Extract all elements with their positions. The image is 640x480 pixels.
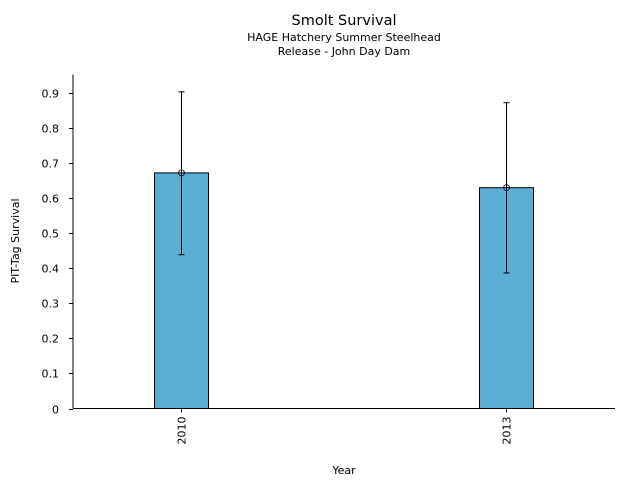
y-tick-label: 0.6 [42,193,60,206]
y-tick-label: 0.4 [42,263,60,276]
chart-title: Smolt Survival [291,13,397,29]
y-tick-label: 0 [52,404,59,417]
y-tick-label: 0.3 [42,298,60,311]
y-ticks: 0 0.1 0.2 0.3 0.4 0.5 0.6 0.7 0.8 0.9 [42,88,73,417]
y-axis-label: PIT-Tag Survival [9,198,22,283]
y-tick-label: 0.1 [42,368,60,381]
y-tick-label: 0.7 [42,158,60,171]
axes-layer [72,74,615,409]
x-axis-label: Year [331,464,356,477]
y-tick-label: 0.8 [42,123,60,136]
point-marker-2013 [503,184,510,192]
x-tick-label: 2010 [176,417,189,445]
y-tick-label: 0.2 [42,333,60,346]
x-tick-label: 2013 [501,417,514,445]
y-tick-label: 0.9 [42,88,60,101]
chart-subtitle-line-2: Release - John Day Dam [277,45,411,58]
bars-layer [154,91,534,409]
point-marker-2010 [178,169,185,177]
y-tick-label: 0.5 [42,228,60,241]
x-ticks: 2010 2013 [176,408,514,445]
chart-subtitle-line-1: HAGE Hatchery Summer Steelhead [247,31,441,44]
